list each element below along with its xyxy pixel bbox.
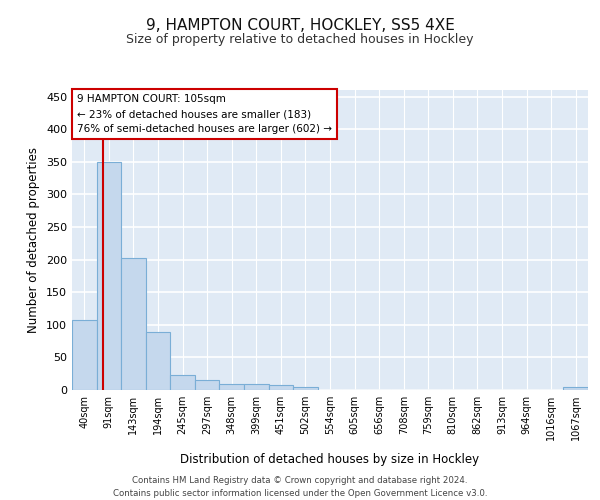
Bar xyxy=(195,380,220,390)
Bar xyxy=(97,162,121,390)
Bar xyxy=(220,384,244,390)
Y-axis label: Number of detached properties: Number of detached properties xyxy=(28,147,40,333)
Text: Size of property relative to detached houses in Hockley: Size of property relative to detached ho… xyxy=(126,32,474,46)
Text: Contains HM Land Registry data © Crown copyright and database right 2024.
Contai: Contains HM Land Registry data © Crown c… xyxy=(113,476,487,498)
Bar xyxy=(293,388,318,390)
Bar xyxy=(170,375,195,390)
Bar xyxy=(563,388,588,390)
Bar xyxy=(146,332,170,390)
Bar xyxy=(72,320,97,390)
Text: 9, HAMPTON COURT, HOCKLEY, SS5 4XE: 9, HAMPTON COURT, HOCKLEY, SS5 4XE xyxy=(146,18,454,32)
Bar xyxy=(269,386,293,390)
Bar xyxy=(244,384,269,390)
Text: 9 HAMPTON COURT: 105sqm
← 23% of detached houses are smaller (183)
76% of semi-d: 9 HAMPTON COURT: 105sqm ← 23% of detache… xyxy=(77,94,332,134)
Bar xyxy=(121,258,146,390)
Text: Distribution of detached houses by size in Hockley: Distribution of detached houses by size … xyxy=(181,452,479,466)
